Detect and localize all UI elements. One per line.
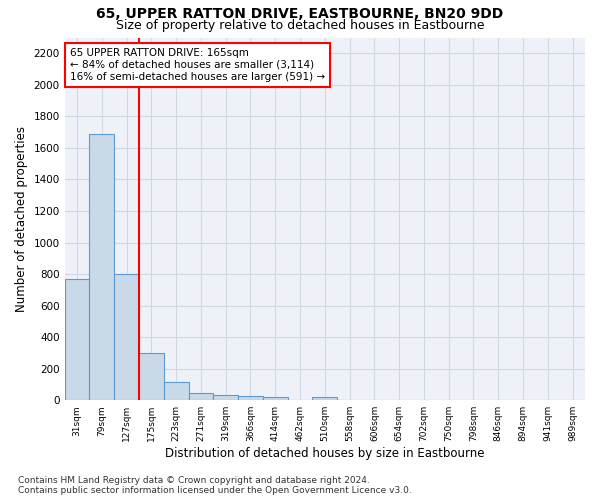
Text: 65, UPPER RATTON DRIVE, EASTBOURNE, BN20 9DD: 65, UPPER RATTON DRIVE, EASTBOURNE, BN20… xyxy=(97,8,503,22)
Text: 65 UPPER RATTON DRIVE: 165sqm
← 84% of detached houses are smaller (3,114)
16% o: 65 UPPER RATTON DRIVE: 165sqm ← 84% of d… xyxy=(70,48,325,82)
Bar xyxy=(89,134,114,400)
Bar xyxy=(313,397,337,400)
Bar xyxy=(263,397,287,400)
Bar xyxy=(114,274,139,400)
X-axis label: Distribution of detached houses by size in Eastbourne: Distribution of detached houses by size … xyxy=(165,447,485,460)
Bar xyxy=(238,396,263,400)
Bar xyxy=(164,382,188,400)
Bar xyxy=(65,279,89,400)
Y-axis label: Number of detached properties: Number of detached properties xyxy=(15,126,28,312)
Text: Size of property relative to detached houses in Eastbourne: Size of property relative to detached ho… xyxy=(116,19,484,32)
Bar xyxy=(214,396,238,400)
Bar xyxy=(139,353,164,400)
Bar xyxy=(188,393,214,400)
Text: Contains HM Land Registry data © Crown copyright and database right 2024.
Contai: Contains HM Land Registry data © Crown c… xyxy=(18,476,412,495)
